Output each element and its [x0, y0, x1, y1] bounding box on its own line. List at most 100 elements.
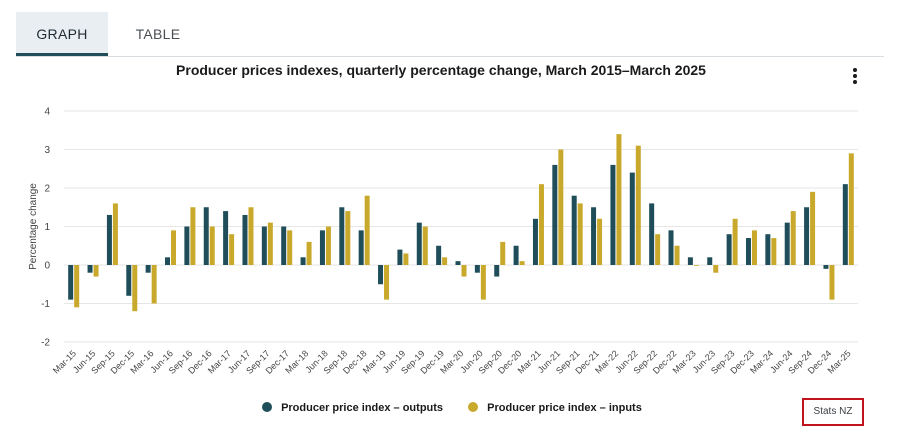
y-tick-label: 1 [44, 222, 50, 233]
bar-inputs [171, 230, 177, 265]
bar-outputs [571, 195, 577, 265]
bar-outputs [203, 207, 209, 265]
bar-outputs [687, 257, 693, 265]
bar-inputs [229, 234, 235, 265]
y-axis-label: Percentage change [28, 183, 39, 270]
bar-inputs [848, 153, 854, 265]
bar-outputs [668, 230, 674, 265]
bar-outputs [629, 172, 635, 265]
y-tick-label: 3 [44, 145, 50, 156]
bar-inputs [461, 265, 467, 277]
bar-outputs [223, 211, 229, 265]
y-tick-label: 0 [44, 261, 50, 272]
bar-outputs [784, 222, 790, 265]
bar-outputs [552, 164, 558, 265]
bar-inputs [790, 211, 796, 265]
bar-inputs [693, 265, 699, 266]
bar-inputs [442, 257, 448, 265]
tab-bar: GRAPH TABLE [16, 12, 884, 57]
bar-outputs [726, 234, 732, 265]
bar-outputs [165, 257, 171, 265]
menu-dot [853, 74, 857, 78]
bar-inputs [364, 195, 370, 265]
legend-item-outputs[interactable]: Producer price index – outputs [262, 402, 443, 414]
bar-inputs [190, 207, 196, 265]
bar-outputs [261, 226, 267, 265]
bar-inputs [810, 191, 816, 265]
bar-outputs [68, 265, 74, 300]
bar-inputs [74, 265, 80, 308]
bar-inputs [829, 265, 835, 300]
legend-item-inputs[interactable]: Producer price index – inputs [468, 402, 642, 414]
bar-outputs [378, 265, 384, 285]
bar-outputs [184, 226, 190, 265]
bar-inputs [674, 245, 680, 265]
bar-inputs [422, 226, 428, 265]
bar-inputs [480, 265, 486, 300]
legend-label-inputs: Producer price index – inputs [487, 402, 642, 414]
bar-outputs [707, 257, 713, 265]
bar-inputs [345, 211, 351, 265]
menu-dot [853, 68, 857, 72]
bar-outputs [804, 207, 810, 265]
bar-inputs [132, 265, 138, 312]
legend-swatch-outputs [262, 402, 272, 412]
bar-outputs [319, 230, 325, 265]
bar-outputs [745, 238, 751, 265]
bar-inputs [384, 265, 390, 300]
bar-inputs [287, 230, 293, 265]
bar-outputs [87, 265, 93, 273]
bar-outputs [494, 265, 500, 277]
y-tick-label: 4 [44, 107, 50, 118]
tab-table[interactable]: TABLE [135, 26, 181, 42]
bar-outputs [610, 164, 616, 265]
bar-outputs [455, 261, 461, 265]
vertical-ellipsis-icon[interactable] [846, 66, 864, 86]
chart-title: Producer prices indexes, quarterly perce… [176, 62, 706, 78]
bar-outputs [765, 234, 771, 265]
menu-dot [853, 80, 857, 84]
bar-inputs [655, 234, 661, 265]
source-badge: Stats NZ [802, 398, 864, 426]
bar-inputs [112, 203, 118, 265]
bar-outputs [242, 214, 248, 265]
bar-outputs [436, 245, 442, 265]
bar-inputs [597, 218, 603, 265]
bar-outputs [591, 207, 597, 265]
bar-outputs [106, 214, 112, 265]
bar-outputs [126, 265, 132, 296]
bar-inputs [306, 241, 312, 265]
bar-inputs [558, 149, 564, 265]
bar-outputs [397, 249, 403, 265]
bar-inputs [403, 253, 409, 265]
bar-inputs [732, 218, 738, 265]
bar-outputs [281, 226, 287, 265]
y-tick-label: 2 [44, 184, 50, 195]
bar-inputs [93, 265, 99, 277]
bar-outputs [358, 230, 364, 265]
bar-inputs [248, 207, 254, 265]
bar-outputs [649, 203, 655, 265]
bar-inputs [500, 241, 506, 265]
bar-inputs [538, 184, 544, 265]
bar-inputs [519, 261, 525, 265]
bar-inputs [713, 265, 719, 273]
bar-outputs [842, 184, 848, 265]
y-tick-label: -2 [41, 338, 50, 349]
bar-inputs [635, 145, 641, 265]
bar-outputs [416, 222, 422, 265]
bar-inputs [325, 226, 331, 265]
bar-outputs [474, 265, 480, 273]
bar-inputs [751, 230, 757, 265]
bar-outputs [300, 257, 306, 265]
bar-inputs [771, 238, 777, 265]
bar-inputs [577, 203, 583, 265]
legend-swatch-inputs [468, 402, 479, 412]
bar-inputs [616, 134, 622, 265]
bar-inputs [151, 265, 157, 304]
bar-outputs [513, 245, 519, 265]
tab-graph[interactable]: GRAPH [16, 12, 108, 56]
legend-label-outputs: Producer price index – outputs [281, 402, 444, 414]
bar-inputs [209, 226, 215, 265]
